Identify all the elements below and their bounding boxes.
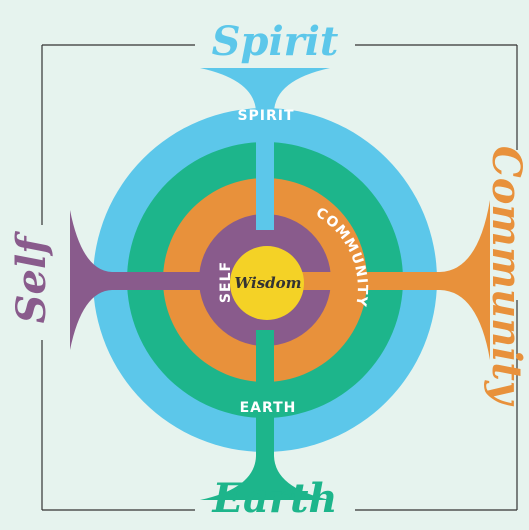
spirit-title: Spirit (212, 18, 339, 65)
self-title: Self (8, 231, 55, 324)
wisdom-label: Wisdom (234, 274, 301, 292)
earth-title: Earth (211, 475, 337, 522)
spirit-label: SPIRIT (237, 108, 294, 124)
medicine-wheel-diagram: Spirit Earth Self Community SPIRIT EARTH… (0, 0, 529, 530)
self-label: SELF (218, 261, 234, 303)
community-title: Community (483, 146, 529, 407)
earth-label: EARTH (240, 400, 297, 416)
